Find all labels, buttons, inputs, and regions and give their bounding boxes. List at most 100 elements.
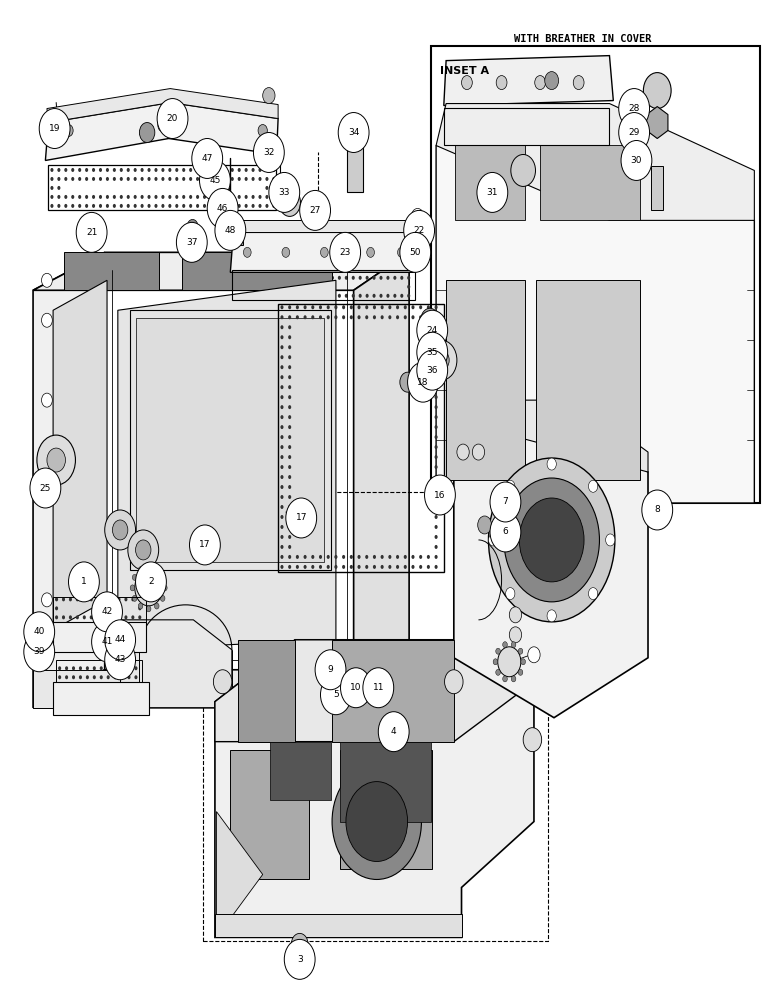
Polygon shape [455, 145, 525, 220]
Text: 22: 22 [414, 226, 425, 235]
Circle shape [86, 675, 89, 679]
Circle shape [501, 139, 504, 143]
Circle shape [493, 659, 498, 665]
Circle shape [288, 535, 291, 539]
Polygon shape [215, 640, 534, 937]
Circle shape [136, 562, 167, 602]
Circle shape [288, 335, 291, 339]
Circle shape [487, 139, 490, 143]
Polygon shape [215, 914, 462, 937]
Circle shape [280, 325, 283, 329]
Circle shape [477, 172, 508, 212]
Circle shape [283, 294, 286, 298]
Circle shape [259, 195, 262, 199]
Polygon shape [454, 400, 648, 472]
Text: 29: 29 [628, 128, 640, 137]
Circle shape [521, 659, 526, 665]
Circle shape [473, 112, 476, 116]
Circle shape [96, 597, 100, 601]
Circle shape [269, 172, 300, 212]
Circle shape [262, 276, 265, 280]
Polygon shape [444, 56, 613, 106]
Circle shape [511, 642, 516, 648]
Circle shape [419, 565, 422, 569]
Circle shape [345, 276, 348, 280]
Circle shape [417, 310, 448, 350]
Circle shape [85, 177, 88, 181]
Circle shape [535, 76, 546, 90]
Circle shape [365, 565, 368, 569]
Circle shape [99, 204, 102, 208]
Circle shape [501, 112, 504, 116]
Circle shape [367, 247, 374, 257]
Circle shape [90, 615, 93, 619]
Circle shape [113, 177, 116, 181]
Circle shape [319, 565, 322, 569]
Circle shape [584, 112, 587, 116]
Circle shape [85, 168, 88, 172]
Circle shape [158, 120, 168, 132]
Circle shape [127, 177, 130, 181]
Circle shape [106, 195, 109, 199]
Circle shape [605, 121, 608, 125]
Circle shape [113, 168, 116, 172]
Circle shape [245, 177, 248, 181]
Circle shape [571, 112, 574, 116]
Circle shape [57, 177, 60, 181]
Circle shape [598, 121, 601, 125]
Circle shape [373, 305, 376, 309]
Circle shape [288, 545, 291, 549]
Circle shape [324, 294, 327, 298]
Circle shape [65, 666, 68, 670]
Circle shape [262, 88, 275, 104]
Circle shape [518, 648, 523, 654]
Circle shape [280, 545, 283, 549]
Circle shape [134, 168, 137, 172]
Text: 31: 31 [486, 188, 498, 197]
Circle shape [78, 204, 81, 208]
Circle shape [363, 668, 394, 708]
Circle shape [288, 305, 291, 309]
Circle shape [217, 204, 220, 208]
Circle shape [522, 139, 525, 143]
Circle shape [365, 305, 368, 309]
Circle shape [605, 534, 615, 546]
Bar [423, 322, 437, 352]
Circle shape [58, 675, 61, 679]
Circle shape [327, 565, 330, 569]
Circle shape [324, 276, 327, 280]
Circle shape [435, 375, 438, 379]
Circle shape [427, 565, 430, 569]
Circle shape [605, 130, 608, 134]
Circle shape [352, 294, 355, 298]
Circle shape [280, 555, 283, 559]
Circle shape [400, 372, 415, 392]
Text: 50: 50 [409, 248, 421, 257]
Circle shape [58, 666, 61, 670]
Circle shape [435, 485, 438, 489]
Circle shape [435, 455, 438, 459]
Circle shape [419, 315, 422, 319]
Circle shape [435, 435, 438, 439]
Circle shape [496, 76, 507, 90]
Circle shape [550, 139, 553, 143]
Circle shape [515, 112, 518, 116]
Circle shape [92, 168, 95, 172]
Circle shape [238, 204, 241, 208]
Circle shape [407, 276, 410, 280]
Circle shape [359, 294, 362, 298]
Circle shape [103, 597, 107, 601]
Text: 24: 24 [427, 326, 438, 335]
Circle shape [472, 444, 485, 460]
Polygon shape [233, 220, 415, 232]
Circle shape [76, 212, 107, 252]
Text: 19: 19 [49, 124, 60, 133]
Circle shape [161, 204, 164, 208]
Circle shape [496, 669, 500, 675]
Circle shape [64, 125, 73, 137]
Circle shape [266, 177, 269, 181]
Text: 25: 25 [39, 484, 51, 493]
Circle shape [182, 195, 185, 199]
Circle shape [248, 276, 251, 280]
Circle shape [280, 385, 283, 389]
